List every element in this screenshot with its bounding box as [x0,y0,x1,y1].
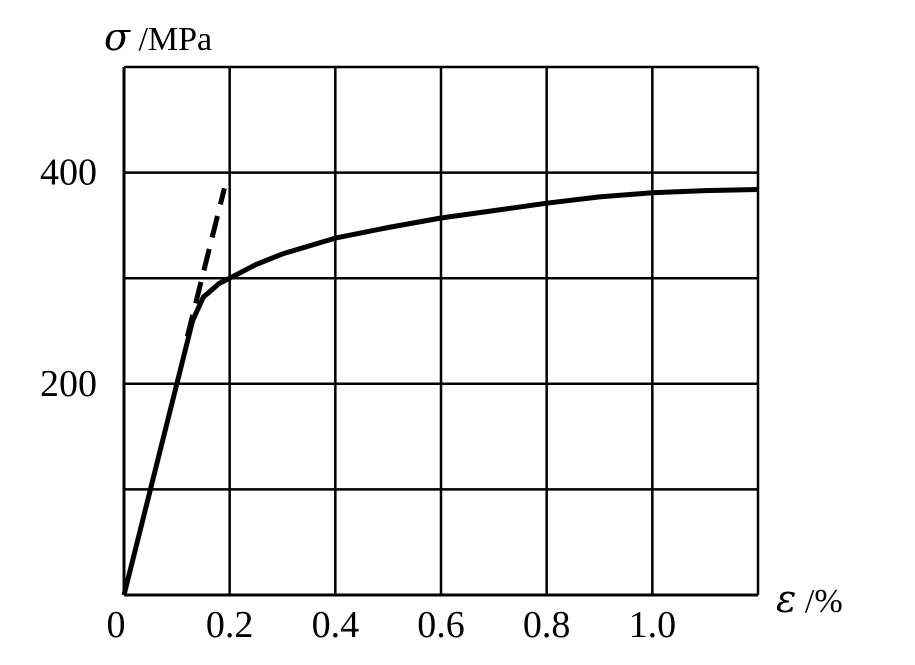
y-axis-unit: /MPa [130,21,212,58]
stress-strain-curve [121,187,759,596]
x-axis-label: ε /% [776,577,843,621]
x-tick-label: 1.0 [629,604,677,646]
plot-frame [122,67,758,597]
x-tick-label: 0.6 [417,604,465,646]
x-tick-label: 0.2 [206,604,254,646]
y-tick-labels: 200 400 [40,152,97,405]
y-axis-symbol: σ [104,15,131,59]
series-group [121,187,759,596]
x-tick-label: 0 [107,604,126,646]
x-tick-labels: 0 0.2 0.4 0.6 0.8 1.0 [107,604,677,646]
x-tick-label: 0.4 [312,604,360,646]
x-axis-unit: /% [796,583,842,620]
y-tick-label: 400 [40,152,97,194]
y-axis-label: σ /MPa [104,15,212,59]
dashed-extension-line [184,187,227,337]
grid [124,65,760,595]
x-axis-symbol: ε [776,577,796,621]
y-tick-label: 200 [40,363,97,405]
x-tick-label: 0.8 [523,604,571,646]
